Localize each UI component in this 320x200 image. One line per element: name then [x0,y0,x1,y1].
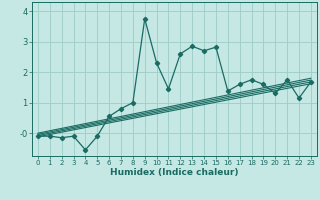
X-axis label: Humidex (Indice chaleur): Humidex (Indice chaleur) [110,168,239,177]
